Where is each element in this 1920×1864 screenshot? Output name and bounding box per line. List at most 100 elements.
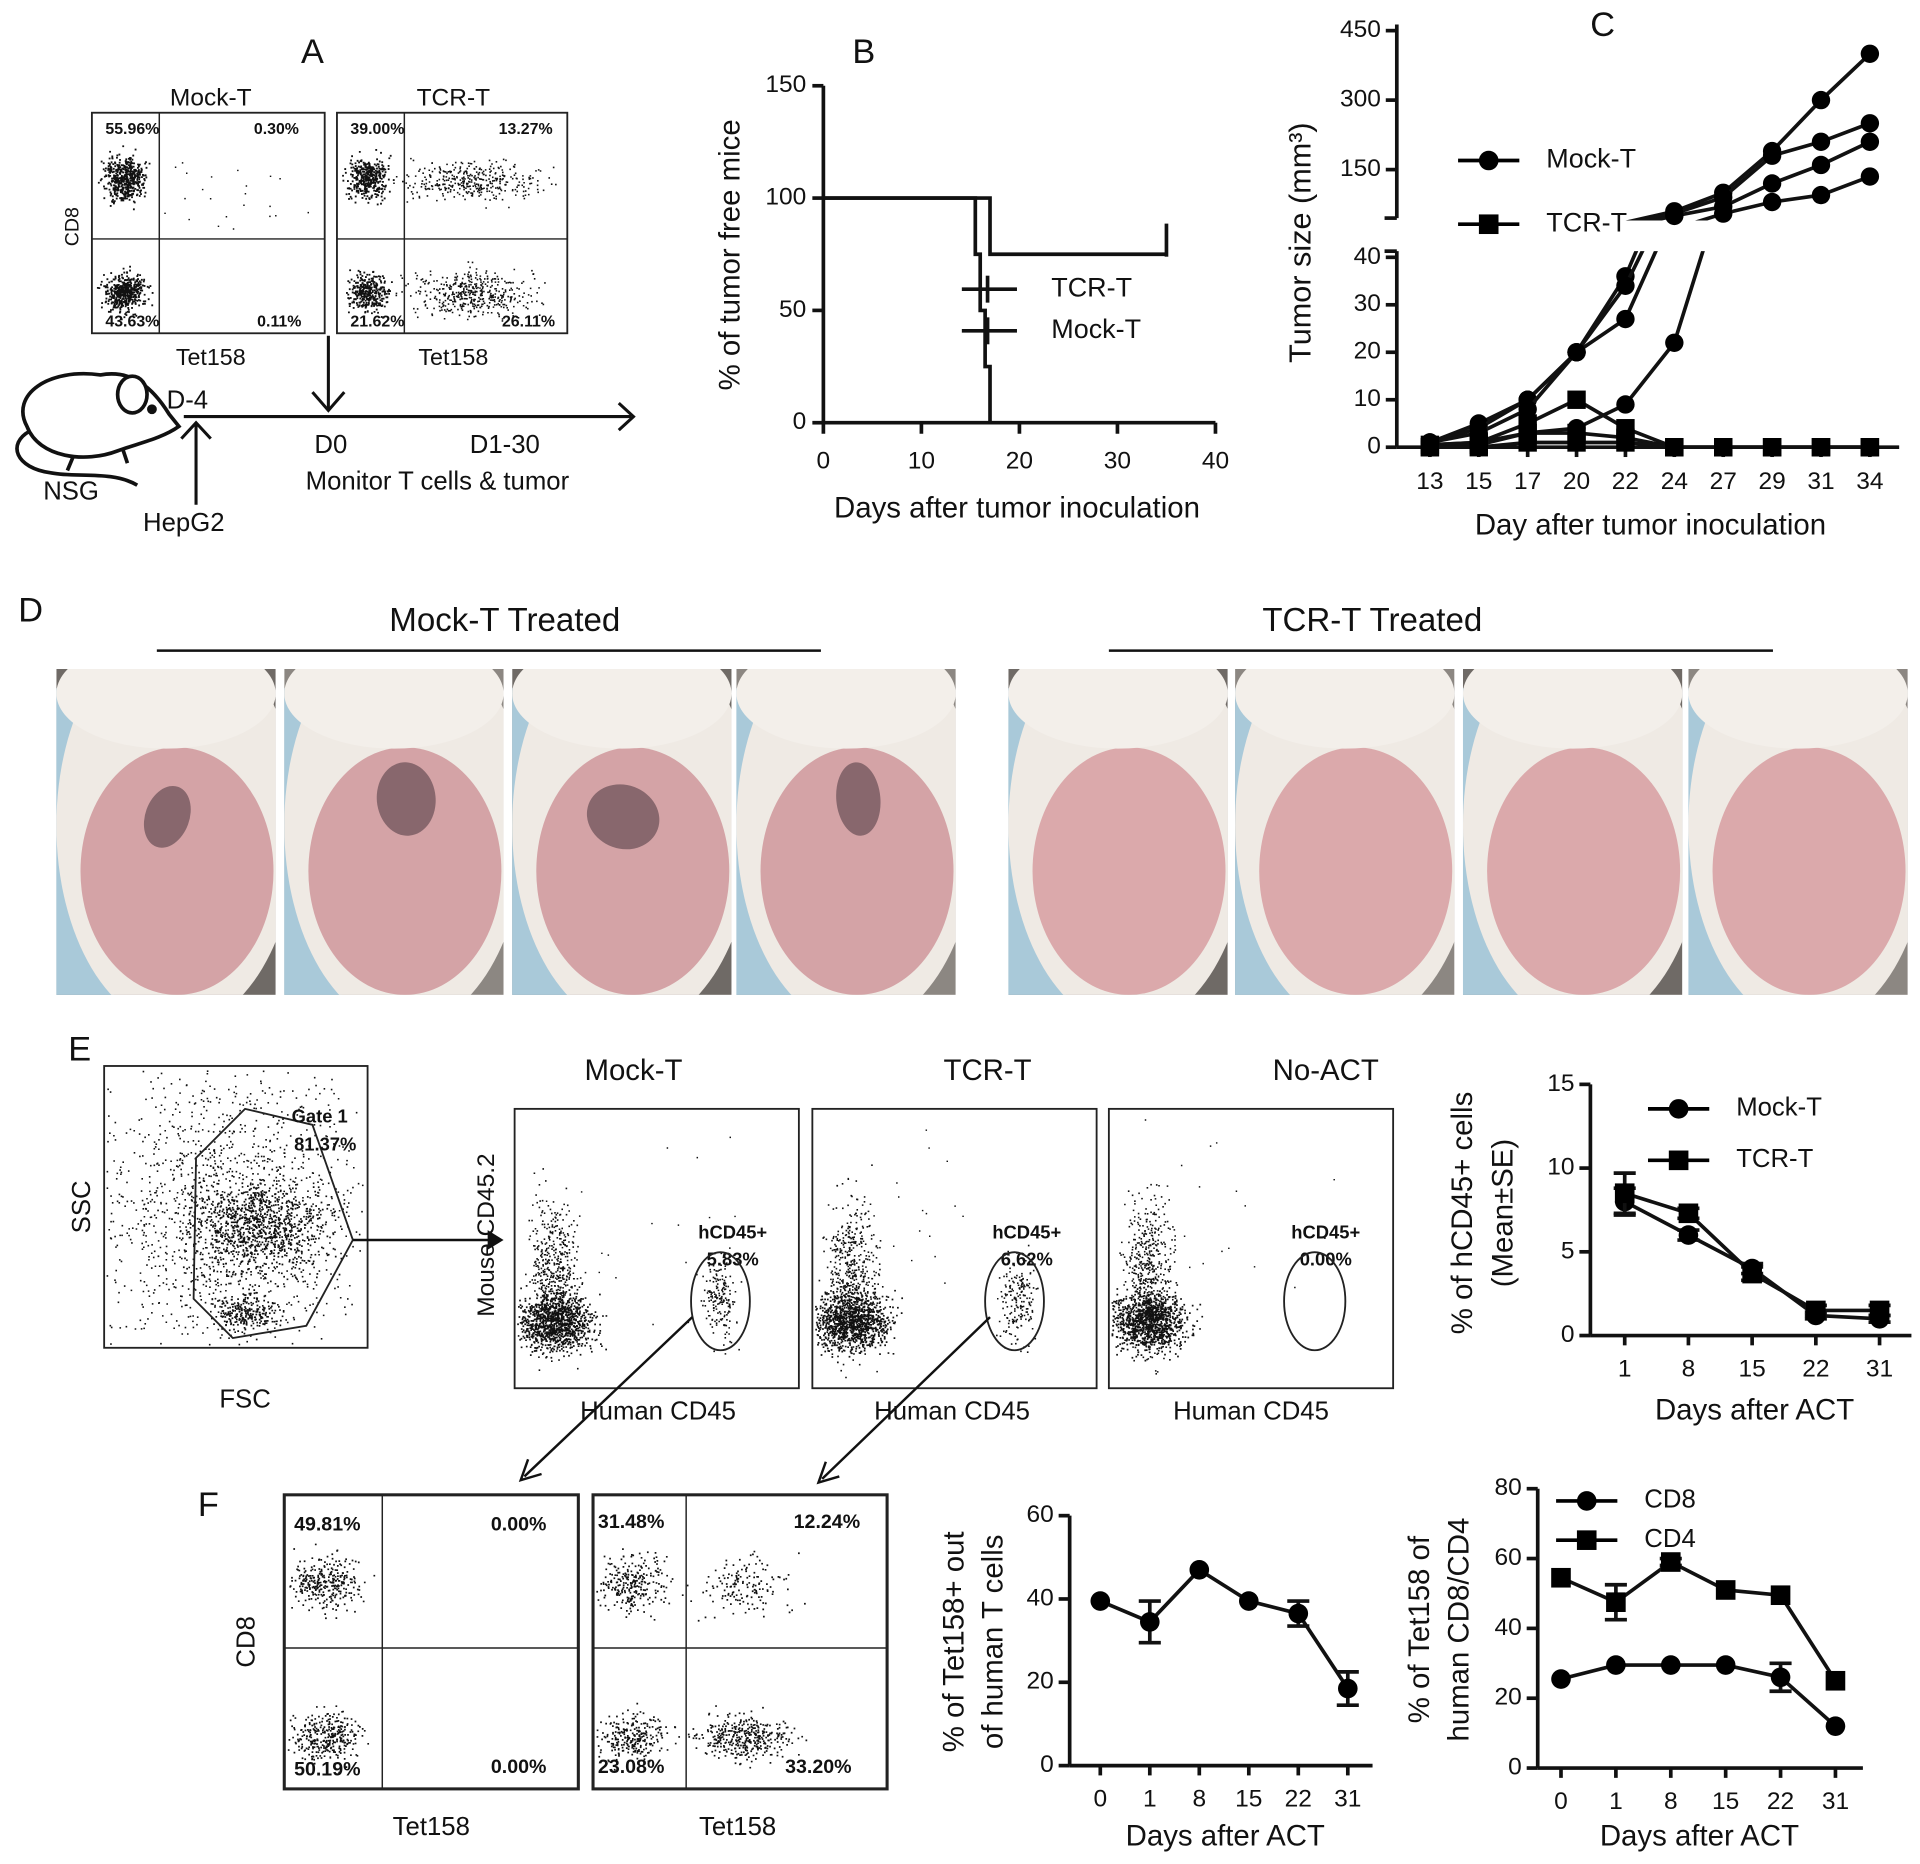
x-tick-label: 30 bbox=[1104, 447, 1131, 474]
flow-dot-cluster bbox=[815, 1284, 904, 1364]
x-tick-label: 15 bbox=[1712, 1788, 1739, 1815]
y-tick-label: 10 bbox=[1354, 385, 1381, 412]
marker bbox=[1869, 1300, 1890, 1321]
y-tick-label: 50 bbox=[779, 296, 806, 323]
arrow-head bbox=[617, 401, 636, 432]
marker bbox=[1551, 1669, 1571, 1689]
quadrant-percent: 12.24% bbox=[794, 1511, 860, 1533]
flow-dot-cluster bbox=[287, 1705, 370, 1774]
marker bbox=[1762, 146, 1782, 165]
timeline-label: D0 bbox=[314, 431, 347, 459]
quadrant-percent: 26.11% bbox=[502, 313, 555, 330]
axis-label: % of hCD45+ cells bbox=[1446, 1092, 1479, 1335]
skin bbox=[1032, 747, 1226, 995]
skin bbox=[760, 747, 954, 995]
quadrant-percent: 50.19% bbox=[294, 1759, 360, 1781]
axis-label: Days after tumor inoculation bbox=[834, 491, 1200, 524]
gate-ellipse bbox=[690, 1251, 751, 1352]
series-line bbox=[1624, 1191, 1880, 1313]
axis-label: Human CD45 bbox=[1173, 1398, 1329, 1426]
axis-label: Human CD45 bbox=[580, 1398, 736, 1426]
x-tick-label: 17 bbox=[1514, 468, 1541, 495]
y-tick-label: 5 bbox=[1561, 1237, 1575, 1264]
growth-line-upper bbox=[1430, 234, 1870, 239]
flow-dots bbox=[287, 1543, 808, 1774]
quadrant-percent: 13.27% bbox=[499, 121, 553, 138]
x-tick-label: 22 bbox=[1285, 1785, 1312, 1812]
marker bbox=[1567, 343, 1586, 362]
marker bbox=[1825, 1716, 1846, 1736]
panel-letter: A bbox=[301, 33, 324, 71]
photo bbox=[736, 668, 956, 995]
flow-dot-cluster bbox=[517, 1168, 587, 1371]
photo bbox=[1688, 668, 1908, 995]
arrow bbox=[821, 1316, 991, 1480]
axis-label: % of tumor free mice bbox=[713, 119, 746, 390]
tumor bbox=[836, 762, 881, 836]
marker bbox=[1665, 333, 1684, 352]
y-tick-label: 100 bbox=[765, 184, 806, 211]
x-tick-label: 31 bbox=[1866, 1355, 1893, 1382]
axis-label: (Mean±SE) bbox=[1486, 1139, 1519, 1287]
axis-label: % of Tet158+ out bbox=[937, 1531, 970, 1752]
growth-line-upper bbox=[1629, 121, 1871, 221]
gate-label: Gate 1 bbox=[292, 1105, 348, 1126]
growth-line-upper bbox=[1694, 174, 1871, 221]
fur-top bbox=[512, 668, 732, 749]
fur-top bbox=[1008, 668, 1228, 749]
panel-letter: F bbox=[198, 1486, 219, 1524]
plot-title: Mock-T bbox=[170, 85, 252, 112]
marker bbox=[1714, 438, 1733, 457]
flow-dot-cluster bbox=[395, 261, 546, 322]
panel-letter: D bbox=[18, 592, 43, 630]
marker bbox=[1288, 1603, 1309, 1624]
x-tick-label: 22 bbox=[1612, 468, 1639, 495]
x-tick-label: 0 bbox=[1554, 1788, 1568, 1815]
flow-dot-cluster bbox=[818, 1164, 888, 1379]
skin bbox=[536, 747, 730, 995]
marker bbox=[1668, 1099, 1689, 1119]
axis-label: Days after ACT bbox=[1655, 1393, 1854, 1426]
axis-label: of human T cells bbox=[977, 1535, 1010, 1750]
timeline-label: D-4 bbox=[167, 387, 208, 415]
timeline-label: NSG bbox=[43, 477, 99, 505]
skin bbox=[80, 747, 274, 995]
flow-dots bbox=[106, 1070, 1335, 1379]
quadrant-percent: 0.00% bbox=[491, 1514, 547, 1536]
marker bbox=[1139, 1612, 1160, 1632]
flow-dot-cluster bbox=[696, 1235, 743, 1355]
marker bbox=[1616, 309, 1635, 329]
flow-dot-cluster bbox=[1111, 1280, 1204, 1362]
axis-label: Mouse CD45.2 bbox=[473, 1153, 500, 1316]
axis-label: CD8 bbox=[62, 207, 84, 246]
timeline-label: HepG2 bbox=[143, 509, 224, 537]
x-tick-label: 29 bbox=[1758, 468, 1785, 495]
mouse-tail bbox=[15, 429, 139, 487]
legend-label: TCR-T bbox=[1051, 272, 1132, 302]
marker bbox=[1518, 400, 1537, 419]
marker bbox=[1567, 390, 1586, 409]
flow-dot-cluster bbox=[1115, 1183, 1183, 1375]
marker bbox=[1806, 1300, 1826, 1321]
x-tick-label: 15 bbox=[1235, 1785, 1262, 1812]
x-tick-label: 15 bbox=[1465, 468, 1492, 495]
timeline-label: D1-30 bbox=[470, 431, 540, 459]
marker bbox=[1616, 433, 1635, 452]
y-tick-label: 60 bbox=[1495, 1544, 1522, 1571]
marker bbox=[1665, 206, 1684, 226]
marker bbox=[1825, 1670, 1846, 1691]
panel-letter: C bbox=[1590, 6, 1615, 44]
x-tick-label: 34 bbox=[1856, 468, 1883, 495]
photo bbox=[1462, 668, 1683, 995]
gate-polygon bbox=[192, 1107, 354, 1339]
marker bbox=[1678, 1225, 1699, 1245]
quadrant-percent: 43.63% bbox=[105, 313, 159, 330]
tumor bbox=[586, 784, 660, 850]
x-tick-label: 1 bbox=[1618, 1355, 1632, 1382]
flow-box bbox=[103, 1065, 369, 1349]
x-tick-label: 1 bbox=[1609, 1788, 1623, 1815]
marker bbox=[1811, 132, 1831, 151]
flow-box bbox=[811, 1107, 1098, 1390]
legend-label: Mock-T bbox=[1736, 1094, 1822, 1122]
